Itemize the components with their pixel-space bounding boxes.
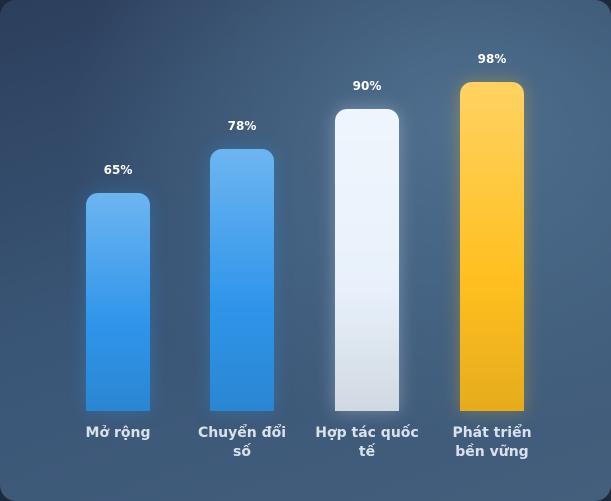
category-label: Mở rộng xyxy=(85,425,151,441)
value-label: 78% xyxy=(227,118,257,133)
value-label: 90% xyxy=(352,78,382,93)
category-label: Phát triển bền vững xyxy=(452,425,532,460)
bar xyxy=(335,108,399,411)
value-label: 98% xyxy=(477,51,507,66)
bar xyxy=(460,81,524,411)
category-label: Chuyển đổi số xyxy=(197,425,287,460)
value-label: 65% xyxy=(103,162,133,177)
category-label: Hợp tác quốc tế xyxy=(315,425,419,460)
bar xyxy=(210,148,274,411)
bar xyxy=(86,192,150,411)
